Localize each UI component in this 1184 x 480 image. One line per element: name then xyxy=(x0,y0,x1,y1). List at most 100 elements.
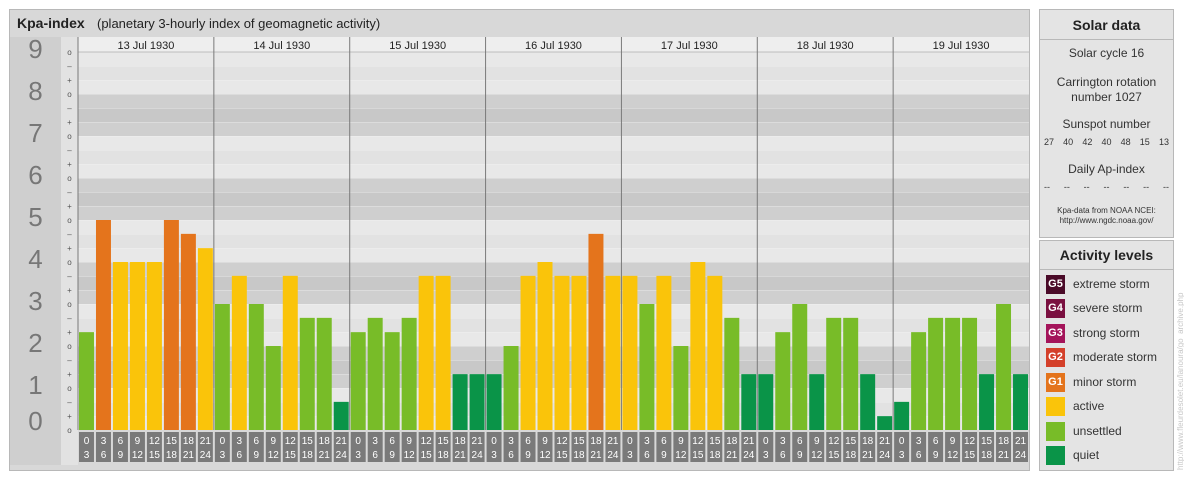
time-slot-cell xyxy=(979,432,995,462)
time-slot-cell xyxy=(588,432,604,462)
solar-data-title: Solar data xyxy=(1072,17,1141,33)
time-slot-cell xyxy=(1013,432,1028,462)
time-slot-start: 0 xyxy=(220,436,226,447)
kp-bar xyxy=(95,220,111,430)
time-slot-end: 24 xyxy=(336,450,348,461)
time-slot-cell xyxy=(554,432,570,462)
time-slot-end: 18 xyxy=(166,450,178,461)
time-slot-start: 21 xyxy=(200,436,212,447)
grid-band xyxy=(78,108,1029,122)
kp-bar xyxy=(758,374,774,430)
kp-bar xyxy=(928,317,944,430)
level-unsettled: unsettled xyxy=(1046,421,1122,441)
time-slot-start: 9 xyxy=(950,436,956,447)
time-slot-start: 15 xyxy=(438,436,450,447)
time-slot-start: 12 xyxy=(828,436,840,447)
kp-bar xyxy=(367,317,383,430)
time-slot-cell xyxy=(945,432,961,462)
time-slot-end: 12 xyxy=(404,450,416,461)
time-slot-end: 12 xyxy=(947,450,959,461)
time-slot-end: 12 xyxy=(268,450,280,461)
time-slot-start: 12 xyxy=(285,436,297,447)
time-slot-cell xyxy=(486,432,502,462)
time-slot-cell xyxy=(299,432,315,462)
kp-bar xyxy=(503,346,519,430)
time-slot-cell xyxy=(384,432,400,462)
sub-tick-label: + xyxy=(67,328,72,337)
time-slot-end: 3 xyxy=(84,450,90,461)
sub-tick-label: + xyxy=(67,370,72,379)
day-label: 16 Jul 1930 xyxy=(525,40,582,52)
sub-tick-label: – xyxy=(67,104,72,113)
level-swatch xyxy=(1046,421,1065,441)
level-label: severe storm xyxy=(1073,301,1143,315)
grid-band xyxy=(78,178,1029,192)
time-slot-cell xyxy=(690,432,706,462)
level-swatch: G4 xyxy=(1046,298,1065,318)
kp-bar xyxy=(316,317,332,430)
time-slot-end: 18 xyxy=(302,450,314,461)
time-slot-start: 21 xyxy=(472,436,484,447)
time-slot-cell xyxy=(826,432,842,462)
y-tick-label: 6 xyxy=(28,160,42,190)
sub-tick-label: + xyxy=(67,76,72,85)
ap-value: -- xyxy=(1044,182,1050,192)
kp-bar xyxy=(690,262,706,430)
time-slot-end: 21 xyxy=(319,450,331,461)
kp-bar xyxy=(265,346,281,430)
chart-title: Kpa-index xyxy=(17,15,85,31)
time-slot-start: 18 xyxy=(319,436,331,447)
time-slot-start: 21 xyxy=(336,436,348,447)
time-slot-start: 21 xyxy=(1015,436,1027,447)
kp-bar xyxy=(299,317,315,430)
time-slot-end: 12 xyxy=(132,450,144,461)
time-slot-end: 3 xyxy=(220,450,226,461)
time-slot-end: 15 xyxy=(285,450,297,461)
time-slot-start: 3 xyxy=(780,436,786,447)
time-slot-start: 12 xyxy=(149,436,161,447)
time-slot-end: 24 xyxy=(743,450,755,461)
time-slot-cell xyxy=(741,432,757,462)
time-slot-cell xyxy=(163,432,179,462)
level-g3: G3 strong storm xyxy=(1046,323,1140,343)
time-slot-cell xyxy=(605,432,621,462)
time-slot-cell xyxy=(843,432,859,462)
time-slot-start: 15 xyxy=(166,436,178,447)
source-line-1: Kpa-data from NOAA NCEI: xyxy=(1057,206,1156,215)
time-slot-end: 18 xyxy=(438,450,450,461)
time-slot-cell xyxy=(520,432,536,462)
time-slot-cell xyxy=(418,432,434,462)
time-slot-cell xyxy=(503,432,519,462)
sub-tick-label: o xyxy=(67,342,72,351)
grid-band xyxy=(78,192,1029,206)
grid-band xyxy=(78,52,1029,66)
time-slot-end: 6 xyxy=(237,450,243,461)
time-slot-end: 15 xyxy=(556,450,568,461)
kp-bar xyxy=(724,317,740,430)
time-slot-cell xyxy=(350,432,366,462)
level-g5: G5 extreme storm xyxy=(1046,274,1150,294)
time-slot-end: 24 xyxy=(879,450,891,461)
time-slot-start: 3 xyxy=(372,436,378,447)
level-g1: G1 minor storm xyxy=(1046,372,1136,392)
time-slot-end: 12 xyxy=(539,450,551,461)
level-label: active xyxy=(1073,399,1105,413)
sub-tick-label: + xyxy=(67,202,72,211)
level-label: quiet xyxy=(1073,448,1100,462)
kp-bar xyxy=(894,401,910,430)
time-slot-cell xyxy=(707,432,723,462)
kp-bar xyxy=(214,304,230,430)
kp-bar xyxy=(741,374,757,430)
grid-band xyxy=(78,374,1029,388)
time-slot-start: 21 xyxy=(607,436,619,447)
grid-band xyxy=(78,388,1029,402)
watermark: http://www.fleurdesolet.eu/lanoura/go_ar… xyxy=(1176,292,1184,470)
time-slot-cell xyxy=(146,432,162,462)
time-slot-end: 3 xyxy=(899,450,905,461)
grid-band xyxy=(78,304,1029,318)
kp-bar xyxy=(418,275,434,430)
kp-bar xyxy=(911,332,927,430)
time-slot-cell xyxy=(282,432,298,462)
time-slot-start: 15 xyxy=(709,436,721,447)
time-slot-end: 21 xyxy=(726,450,738,461)
